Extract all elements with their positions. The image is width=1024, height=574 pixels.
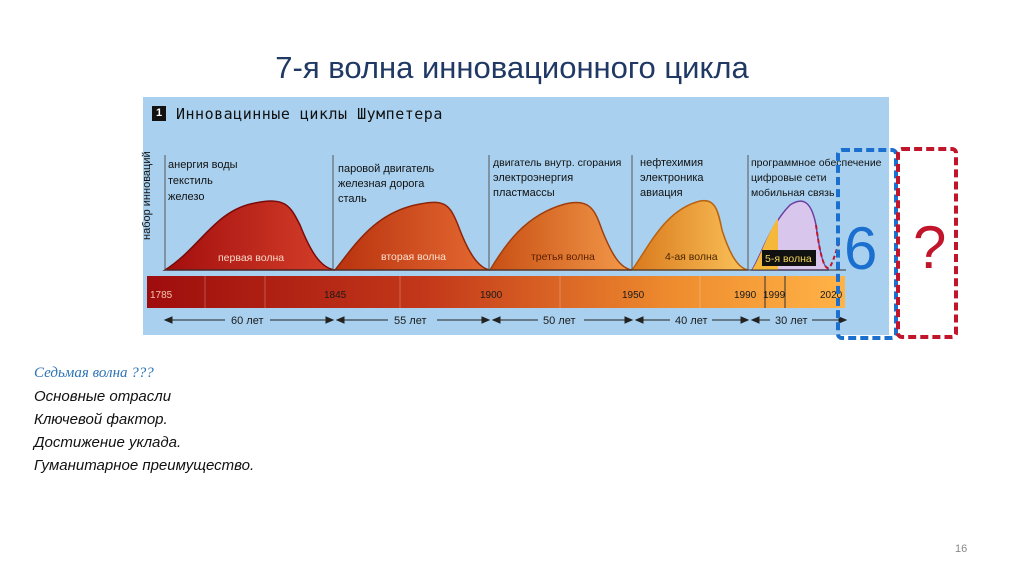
seventh-wave-question: ?	[913, 214, 947, 281]
year-label: 1845	[324, 290, 347, 301]
timeline-bar	[147, 276, 845, 308]
industry-label: мобильная связь	[751, 187, 835, 199]
duration-label: 60 лет	[231, 315, 264, 327]
wave-label: третья волна	[531, 251, 595, 263]
notes-line: Основные отрасли	[34, 388, 172, 405]
duration-label: 40 лет	[675, 315, 708, 327]
industry-label: текстиль	[168, 175, 213, 187]
year-label: 2020	[820, 290, 843, 301]
wave-label: вторая волна	[381, 251, 446, 263]
slide-title: 7-я волна инновационного цикла	[275, 50, 749, 85]
year-label: 1990	[734, 290, 757, 301]
wave-label: 4-ая волна	[665, 251, 718, 263]
notes-line: Гуманитарное преимущество.	[34, 457, 255, 474]
notes-heading: Седьмая волна ???	[34, 365, 154, 381]
industry-label: электроэнергия	[493, 172, 573, 184]
industry-label: нефтехимия	[640, 157, 703, 169]
wave-2-shape	[333, 201, 491, 271]
industry-label: двигатель внутр. сгорания	[493, 157, 621, 169]
seventh-wave-notes: Седьмая волна ??? Основные отрасли Ключе…	[34, 362, 254, 477]
industry-label: сталь	[338, 193, 367, 205]
year-label: 1785	[150, 290, 173, 301]
duration-arrows	[163, 316, 848, 324]
duration-label: 30 лет	[775, 315, 808, 327]
year-label: 1950	[622, 290, 645, 301]
industry-label: цифровые сети	[751, 172, 827, 184]
page-number: 16	[955, 543, 968, 555]
industry-label: авиация	[640, 187, 683, 199]
year-label: 1900	[480, 290, 503, 301]
sixth-wave-box: 6	[836, 148, 898, 340]
industry-label: программное обеспечение	[751, 157, 882, 169]
duration-label: 55 лет	[394, 315, 427, 327]
industry-label: железо	[168, 191, 204, 203]
panel-number-badge: 1	[152, 106, 166, 121]
wave-3-shape	[488, 201, 633, 271]
industry-label: пластмассы	[493, 187, 555, 199]
notes-line: Достижение уклада.	[34, 434, 182, 451]
wave-label: первая волна	[218, 252, 284, 264]
industry-label: железная дорога	[338, 178, 425, 190]
wave-5-label-bg	[762, 250, 816, 266]
year-label: 1999	[763, 290, 786, 301]
seventh-wave-box: ?	[896, 147, 958, 339]
sixth-wave-number: 6	[844, 215, 878, 282]
panel-title: Инновацинные циклы Шумпетера	[176, 105, 443, 123]
wave-label: 5-я волна	[765, 253, 812, 265]
duration-label: 50 лет	[543, 315, 576, 327]
wave-4-shape	[630, 199, 749, 271]
industry-label: электроника	[640, 172, 704, 184]
industry-label: анергия воды	[168, 159, 238, 171]
notes-line: Ключевой фактор.	[34, 411, 168, 428]
industry-label: паровой двигатель	[338, 163, 434, 175]
wave-1-shape	[162, 200, 336, 271]
